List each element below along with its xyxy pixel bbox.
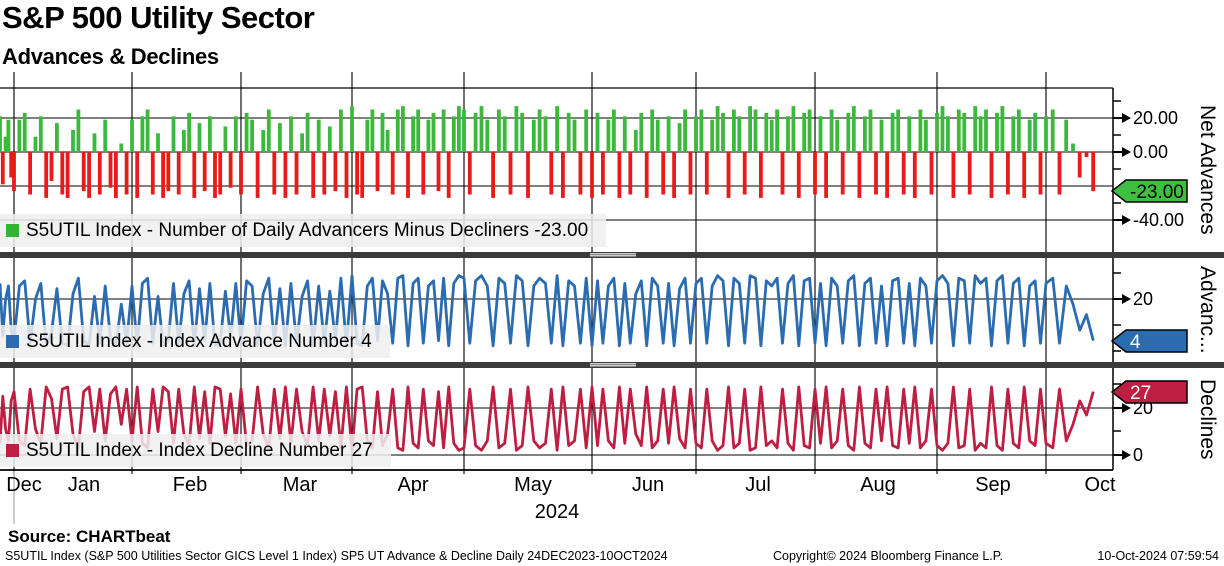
legend-net-advances[interactable]: S5UTIL Index - Number of Daily Advancers… <box>0 214 607 247</box>
y-tick-0: 0.00 <box>1113 142 1168 162</box>
legend-swatch-icon <box>6 335 19 348</box>
axis-title-net-advances: Net Advances <box>1196 105 1219 235</box>
source-label: Source: CHARTbeat <box>8 527 171 546</box>
year-label: 2024 <box>534 501 580 523</box>
axis-title-declines: Declines <box>1196 378 1219 460</box>
svg-text:27: 27 <box>1130 383 1151 404</box>
month-label: May <box>514 474 552 496</box>
month-label: Mar <box>282 474 318 496</box>
last-value-badge-net: -23.00 <box>1110 179 1188 203</box>
tick-arrow-icon <box>1122 294 1131 304</box>
legend-label: S5UTIL Index - Index Decline Number 27 <box>26 439 373 461</box>
tick-arrow-icon <box>1122 450 1131 460</box>
legend-label: S5UTIL Index - Index Advance Number 4 <box>26 330 372 352</box>
legend-label: S5UTIL Index - Number of Daily Advancers… <box>26 219 589 241</box>
tick-arrow-icon <box>1122 403 1131 413</box>
panel-resize-handle-icon[interactable] <box>590 363 636 367</box>
panel-separator <box>0 252 1224 258</box>
month-label: Jun <box>631 474 665 496</box>
legend-advances[interactable]: S5UTIL Index - Index Advance Number 4 <box>0 325 390 358</box>
y-tick-20: 20.00 <box>1113 108 1178 128</box>
svg-text:-23.00: -23.00 <box>1130 182 1184 203</box>
footer-description: S5UTIL Index (S&P 500 Utilities Sector G… <box>5 549 668 563</box>
panel-separator <box>0 362 1224 368</box>
tick-arrow-icon <box>1122 113 1131 123</box>
chart-subtitle: Advances & Declines <box>2 44 219 69</box>
panel-resize-handle-icon[interactable] <box>590 253 636 257</box>
month-label: Feb <box>172 474 208 496</box>
footer-copyright: Copyright© 2024 Bloomberg Finance L.P. <box>773 549 1003 563</box>
last-value-badge-declines: 27 <box>1110 380 1188 404</box>
month-label: Apr <box>397 474 429 496</box>
legend-swatch-icon <box>6 444 19 457</box>
y-tick-m40: -40.00 <box>1113 210 1184 230</box>
legend-declines[interactable]: S5UTIL Index - Index Decline Number 27 <box>0 434 391 467</box>
month-label: Jan <box>67 474 101 496</box>
legend-swatch-icon <box>6 224 19 237</box>
chart-title: S&P 500 Utility Sector <box>2 0 315 35</box>
month-label: Aug <box>860 474 896 496</box>
tick-arrow-icon <box>1122 215 1131 225</box>
month-label: Oct <box>1084 474 1116 496</box>
month-label: Jul <box>745 474 771 496</box>
month-label: Sep <box>975 474 1011 496</box>
y-tick-20: 20 <box>1113 289 1153 309</box>
y-tick-0: 0 <box>1113 445 1143 465</box>
svg-text:4: 4 <box>1130 332 1141 353</box>
axis-title-advances: Advanc... <box>1196 266 1219 354</box>
last-value-badge-advances: 4 <box>1110 329 1188 353</box>
footer-timestamp: 10-Oct-2024 07:59:54 <box>1097 549 1219 563</box>
month-label: Dec <box>6 474 42 496</box>
tick-arrow-icon <box>1122 147 1131 157</box>
